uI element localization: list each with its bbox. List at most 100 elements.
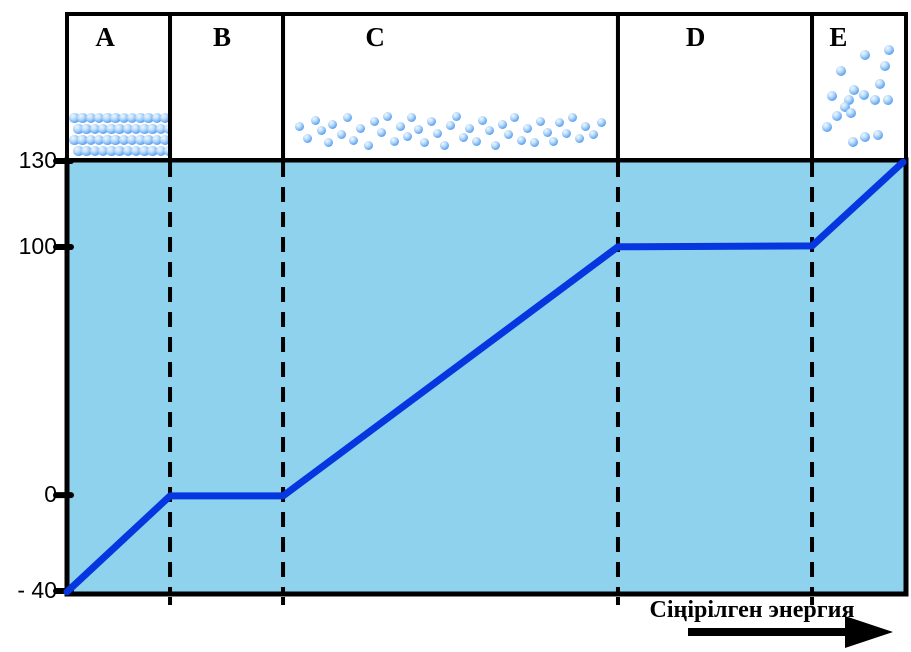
particle [458, 133, 468, 143]
particle [497, 119, 507, 129]
particle [317, 126, 327, 136]
particle [85, 134, 96, 146]
particle [413, 125, 423, 135]
particle [106, 145, 117, 156]
particle [135, 112, 146, 124]
particle [836, 66, 847, 77]
particle [484, 126, 494, 136]
particle [302, 134, 312, 144]
region-label-e: E [829, 22, 848, 52]
particle [323, 138, 333, 148]
particle [147, 145, 158, 156]
particle [568, 113, 578, 123]
particle [561, 129, 571, 139]
particle [294, 122, 304, 132]
particle [445, 121, 455, 131]
particle [126, 112, 138, 124]
particle [370, 117, 380, 127]
particle [85, 112, 96, 124]
particle [452, 111, 462, 121]
particle [81, 123, 92, 135]
particle [396, 122, 406, 132]
particle [89, 123, 101, 135]
particle [478, 115, 488, 125]
y-tick-label-130: 130 [18, 147, 57, 173]
particle [139, 145, 150, 156]
particle [93, 134, 105, 146]
particle [882, 95, 893, 106]
particle [555, 118, 565, 128]
y-tick-label-minus-40: - 40 [17, 577, 57, 603]
particle [439, 141, 449, 151]
particle [122, 123, 134, 135]
particle [77, 134, 88, 146]
particle [516, 135, 526, 145]
particle [383, 111, 393, 121]
particle [139, 123, 150, 135]
particle [135, 134, 146, 146]
particle [847, 137, 858, 148]
particle [879, 60, 890, 71]
particle [310, 115, 320, 125]
particle [97, 145, 109, 156]
particle [69, 134, 80, 146]
particle [93, 112, 105, 124]
particle [510, 113, 520, 123]
particle [151, 112, 163, 124]
particle [826, 91, 837, 102]
particle [159, 112, 169, 124]
particle [831, 111, 842, 122]
particle [106, 123, 117, 135]
region-label-a: A [95, 22, 115, 52]
particle [163, 145, 169, 156]
particle [73, 145, 84, 156]
y-tick-label-100: 100 [18, 233, 57, 259]
particle [355, 123, 365, 133]
particle [147, 123, 158, 135]
particle [874, 79, 885, 90]
particle [589, 130, 599, 140]
particle [426, 117, 436, 127]
particle [849, 84, 860, 95]
region-label-b: B [212, 22, 232, 52]
particle [389, 137, 399, 147]
particle [376, 127, 386, 137]
particle [151, 134, 163, 146]
particle [503, 130, 513, 140]
particle [155, 145, 167, 156]
particle [846, 108, 857, 119]
region-label-c: C [365, 22, 385, 52]
particle [130, 123, 142, 135]
particle [143, 112, 154, 124]
particle [130, 145, 142, 156]
y-tick-label-0: 0 [44, 481, 57, 508]
particle [574, 134, 584, 144]
gas-particles-icon [814, 16, 904, 158]
particle [349, 135, 359, 145]
liquid-particles-icon [285, 16, 616, 158]
particle [860, 50, 871, 61]
particle [118, 134, 129, 146]
particle [402, 131, 412, 141]
particle [884, 45, 895, 56]
particle [870, 95, 880, 106]
particle [102, 112, 113, 124]
particle [97, 123, 109, 135]
particle [114, 145, 125, 156]
particle [549, 137, 558, 147]
region-label-d: D [685, 22, 706, 52]
particle [433, 129, 443, 139]
particle [465, 123, 475, 133]
particle [336, 130, 346, 140]
solid-particles-icon [69, 16, 169, 158]
particle [89, 145, 101, 156]
phase-box-d [615, 12, 815, 162]
particle [69, 112, 80, 124]
chart-area [64, 157, 909, 597]
particle [118, 112, 129, 124]
particle [114, 123, 125, 135]
particle [122, 145, 134, 156]
particle [873, 129, 884, 140]
particle [126, 134, 138, 146]
